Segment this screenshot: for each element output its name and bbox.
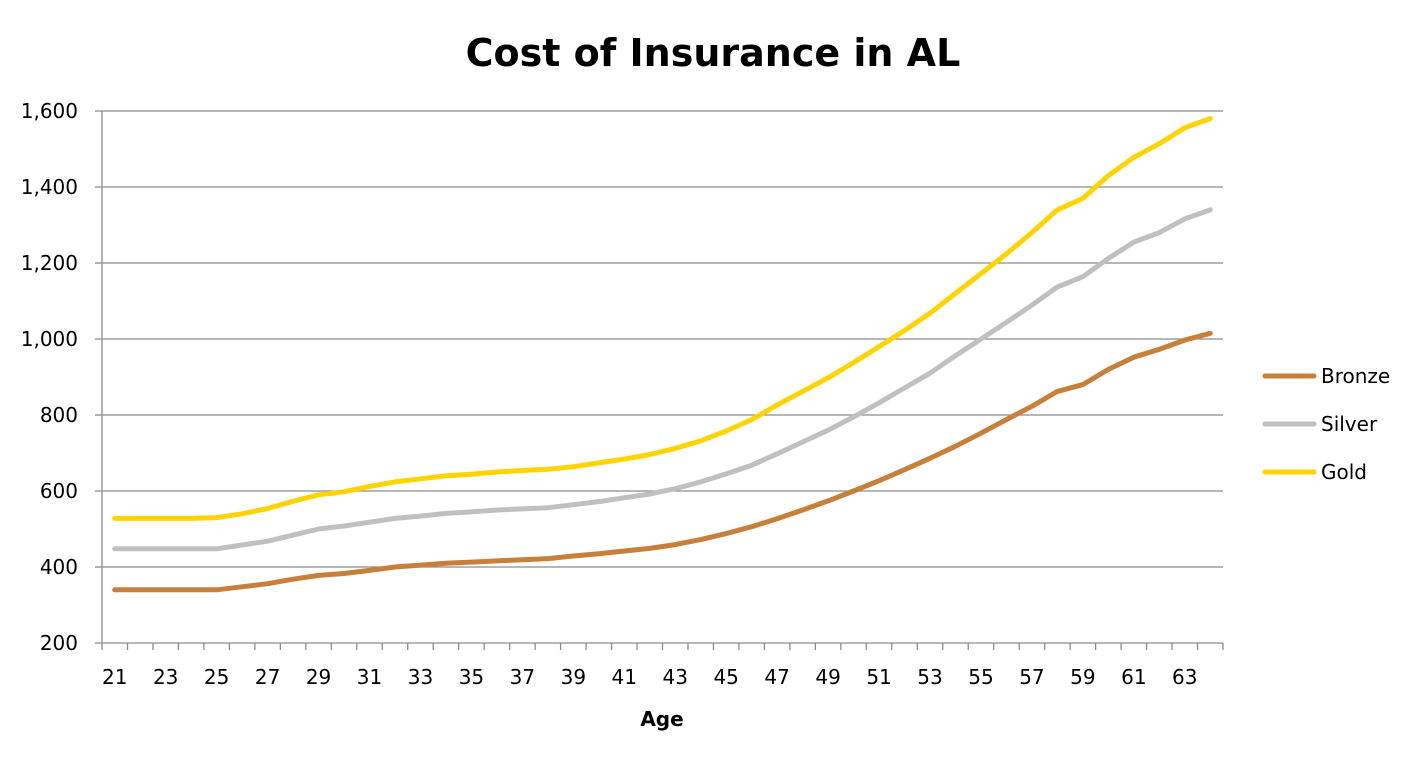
legend-label-gold: Gold	[1321, 460, 1367, 484]
x-axis-title: Age	[640, 707, 683, 731]
x-tick-label: 57	[1019, 665, 1044, 689]
x-tick-label: 29	[306, 665, 331, 689]
series-lines	[112, 116, 1213, 593]
gridlines	[102, 110, 1223, 568]
y-tick-label: 1,200	[21, 251, 78, 275]
y-tick-labels: 200 400 600 800 1,000 1,200 1,400 1,600	[21, 99, 78, 655]
legend: Bronze Silver Gold	[1262, 364, 1390, 484]
x-tick-label: 35	[459, 665, 484, 689]
y-tick-label: 400	[40, 555, 78, 579]
legend-label-silver: Silver	[1321, 412, 1378, 436]
x-tick-label: 33	[408, 665, 433, 689]
x-tick-label: 27	[255, 665, 280, 689]
x-tick-label: 61	[1121, 665, 1146, 689]
y-tick-label: 600	[40, 479, 78, 503]
x-tick-label: 25	[204, 665, 229, 689]
x-tick-label: 55	[968, 665, 993, 689]
x-tick-label: 39	[561, 665, 586, 689]
x-tick-label: 45	[713, 665, 738, 689]
x-tick-label: 23	[153, 665, 178, 689]
y-tick-label: 1,000	[21, 327, 78, 351]
y-tick-label: 800	[40, 403, 78, 427]
y-tick-label: 200	[40, 631, 78, 655]
x-tick-label: 49	[815, 665, 840, 689]
x-tick-label: 63	[1172, 665, 1197, 689]
series-line-silver	[112, 207, 1213, 552]
x-tick-label: 59	[1070, 665, 1095, 689]
x-tick-label: 51	[866, 665, 891, 689]
x-tick-label: 41	[612, 665, 637, 689]
y-tick-label: 1,400	[21, 175, 78, 199]
x-tick-label: 21	[102, 665, 127, 689]
y-tick-label: 1,600	[21, 99, 78, 123]
x-tick-labels: 21 23 25 27 29 31 33 35 37 39 41 43 45 47 49 51 53 55 57 59…	[102, 665, 1197, 689]
series-line-gold	[112, 116, 1213, 521]
x-tick-label: 43	[663, 665, 688, 689]
x-tick-label: 31	[357, 665, 382, 689]
x-tick-label: 37	[510, 665, 535, 689]
chart-title: Cost of Insurance in AL	[466, 31, 961, 75]
x-tick-label: 53	[917, 665, 942, 689]
legend-label-bronze: Bronze	[1321, 364, 1390, 388]
series-line-bronze	[112, 330, 1213, 593]
axes	[95, 110, 1224, 650]
x-tick-label: 47	[764, 665, 789, 689]
